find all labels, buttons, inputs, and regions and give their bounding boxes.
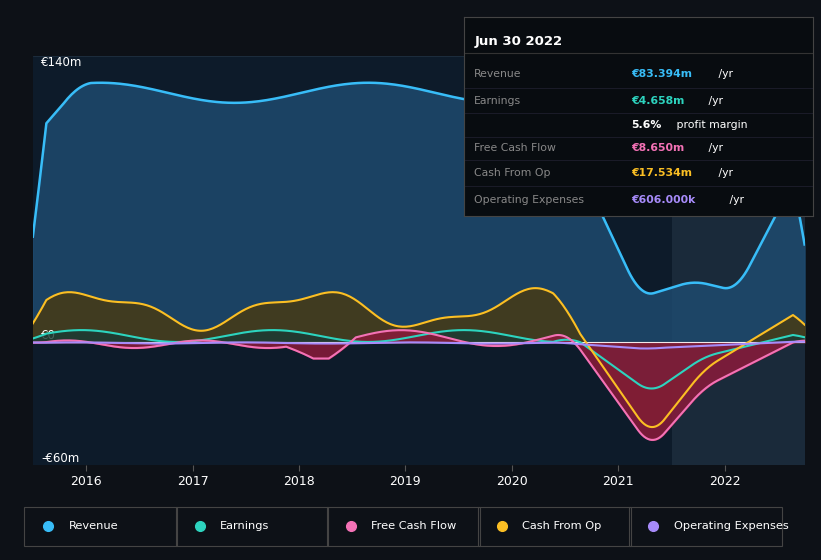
Text: profit margin: profit margin xyxy=(673,120,748,130)
Text: €4.658m: €4.658m xyxy=(631,96,685,106)
Text: /yr: /yr xyxy=(704,96,722,106)
Text: Operating Expenses: Operating Expenses xyxy=(475,195,585,205)
Text: €606.000k: €606.000k xyxy=(631,195,695,205)
Text: Cash From Op: Cash From Op xyxy=(475,168,551,178)
Text: €17.534m: €17.534m xyxy=(631,168,692,178)
Text: Earnings: Earnings xyxy=(220,521,269,531)
Text: 5.6%: 5.6% xyxy=(631,120,662,130)
Bar xyxy=(630,507,782,546)
Bar xyxy=(672,56,805,465)
Text: €8.650m: €8.650m xyxy=(631,143,685,153)
Text: €0: €0 xyxy=(41,329,56,342)
Text: /yr: /yr xyxy=(726,195,744,205)
Bar xyxy=(327,507,479,546)
Bar xyxy=(25,507,177,546)
Text: €83.394m: €83.394m xyxy=(631,69,692,80)
Text: Free Cash Flow: Free Cash Flow xyxy=(475,143,556,153)
Text: Cash From Op: Cash From Op xyxy=(522,521,602,531)
Text: Jun 30 2022: Jun 30 2022 xyxy=(475,35,562,48)
Text: /yr: /yr xyxy=(715,69,733,80)
Text: Revenue: Revenue xyxy=(68,521,118,531)
Text: Operating Expenses: Operating Expenses xyxy=(673,521,788,531)
Text: Free Cash Flow: Free Cash Flow xyxy=(371,521,456,531)
Text: /yr: /yr xyxy=(704,143,722,153)
Bar xyxy=(478,507,631,546)
Bar xyxy=(176,507,328,546)
Text: /yr: /yr xyxy=(715,168,733,178)
Text: Earnings: Earnings xyxy=(475,96,521,106)
Text: -€60m: -€60m xyxy=(41,452,80,465)
Text: Revenue: Revenue xyxy=(475,69,522,80)
Text: €140m: €140m xyxy=(41,56,83,69)
